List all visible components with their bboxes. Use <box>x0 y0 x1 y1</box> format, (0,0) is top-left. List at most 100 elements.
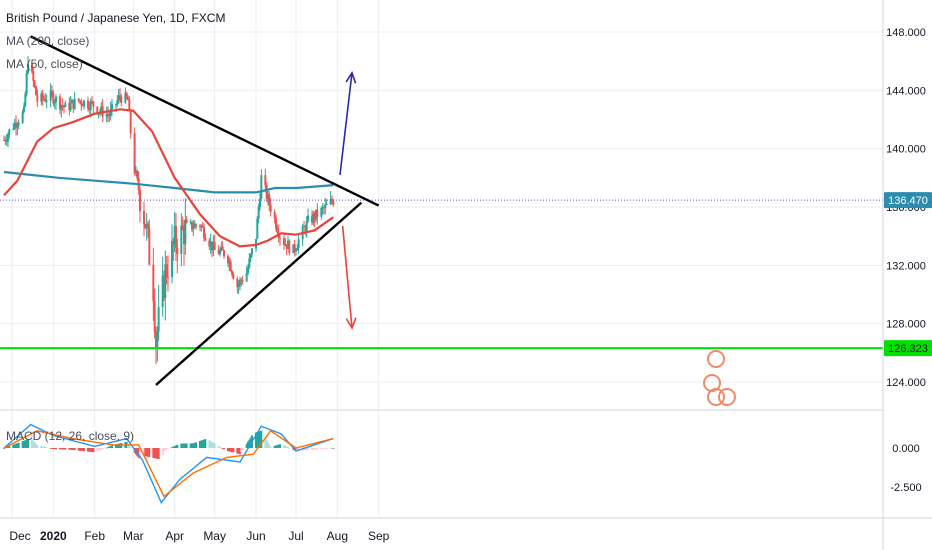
symbol-title[interactable]: British Pound / Japanese Yen, 1D, FXCM <box>6 11 225 25</box>
candle-up <box>53 102 56 104</box>
candle-down <box>90 101 93 103</box>
histogram-bar <box>92 448 95 453</box>
time-tick-label: Feb <box>84 529 105 543</box>
histogram-bar <box>109 446 112 448</box>
histogram-bar <box>82 448 85 452</box>
event-flag-icon[interactable] <box>707 388 725 406</box>
event-icons[interactable] <box>703 350 736 406</box>
candle-down <box>302 226 305 228</box>
candle-down <box>129 110 132 134</box>
candle-down <box>268 194 271 205</box>
histogram-bar <box>277 444 280 448</box>
candle-up <box>306 215 309 221</box>
histogram-bar <box>274 445 277 448</box>
histogram-bar <box>194 442 197 448</box>
candle-down <box>165 264 168 277</box>
histogram-bar <box>41 446 44 448</box>
ma200-legend[interactable]: MA (200, close) <box>6 34 89 48</box>
candle-down <box>81 104 84 107</box>
histogram-bar <box>325 448 328 449</box>
histogram-bar <box>145 448 148 457</box>
candle-up <box>250 248 253 255</box>
candle-down <box>208 240 211 247</box>
histogram-bar <box>201 440 204 448</box>
candle-down <box>61 105 64 107</box>
histogram-bar <box>88 448 91 452</box>
candle-down <box>172 240 175 245</box>
histogram-bar <box>232 448 235 453</box>
histogram-bar <box>6 446 9 448</box>
candle-up <box>13 122 16 129</box>
histogram-bar <box>45 447 48 449</box>
candle-up <box>156 331 159 347</box>
current-price-badge: 136.470 <box>884 192 932 209</box>
histogram-bar <box>61 448 64 450</box>
candle-down <box>176 247 179 254</box>
histogram-bar <box>77 448 80 451</box>
candle-up <box>260 175 263 199</box>
candle-up <box>237 284 240 287</box>
candle-down <box>226 256 229 264</box>
histogram-bar <box>25 439 28 448</box>
histogram-bar <box>254 432 257 448</box>
histogram-bar <box>305 448 308 451</box>
time-axis[interactable]: Dec 2020 Feb Mar Apr May Jun Jul Aug Sep <box>9 529 389 543</box>
candle-down <box>92 101 95 107</box>
histogram-bar <box>182 443 185 448</box>
ma50-legend[interactable]: MA (50, close) <box>6 57 83 71</box>
candle-down <box>285 244 288 249</box>
histogram-bar <box>316 448 319 450</box>
histogram-bar <box>273 445 276 448</box>
candle-down <box>310 215 313 223</box>
candle-up <box>69 102 72 111</box>
histogram-bar <box>314 448 317 450</box>
candle-up <box>54 96 57 103</box>
histogram-bar <box>49 448 52 449</box>
histogram-bar <box>236 448 239 454</box>
candle-up <box>134 170 137 174</box>
price-axis[interactable]: 148.000144.000140.000136.000132.000128.0… <box>886 27 926 494</box>
arrow-head <box>345 71 357 84</box>
price-tick-label: 128.000 <box>886 319 926 331</box>
candle-up <box>292 244 295 254</box>
candle-down <box>240 279 243 281</box>
signal-line <box>3 429 334 498</box>
histogram-bar <box>144 448 147 457</box>
candle-up <box>157 307 160 332</box>
histogram-bar <box>106 447 109 448</box>
histogram-bar <box>96 448 99 452</box>
drawings <box>30 35 380 386</box>
event-flag-icon[interactable] <box>718 388 736 406</box>
histogram-bar <box>174 445 177 448</box>
candle-up <box>117 95 120 101</box>
histogram-bar <box>58 448 61 450</box>
candle-down <box>182 228 185 245</box>
event-flag-icon[interactable] <box>707 350 725 368</box>
candle-up <box>286 240 289 249</box>
histogram-bar <box>16 443 19 448</box>
histogram-bar <box>324 448 327 449</box>
macd-histogram <box>2 430 335 460</box>
candle-down <box>146 223 149 229</box>
candle-up <box>124 92 127 103</box>
candle-down <box>232 274 235 279</box>
histogram-bar <box>269 446 272 448</box>
candle-up <box>184 219 187 245</box>
histogram-bar <box>32 440 35 448</box>
projection-arrow-up <box>339 72 353 176</box>
candle-up <box>254 238 257 249</box>
histogram-bar <box>50 448 53 449</box>
candle-down <box>162 275 165 298</box>
macd-legend[interactable]: MACD (12, 26, close, 9) <box>6 429 134 443</box>
histogram-bar <box>78 448 81 451</box>
candle-down <box>304 227 307 232</box>
histogram-bar <box>237 448 240 454</box>
time-tick-label: May <box>203 529 226 543</box>
candle-down <box>229 261 232 271</box>
candle-down <box>152 264 155 302</box>
histogram-bar <box>64 448 67 450</box>
histogram-bar <box>257 431 260 448</box>
histogram-bar <box>157 448 160 460</box>
candle-up <box>16 125 19 128</box>
